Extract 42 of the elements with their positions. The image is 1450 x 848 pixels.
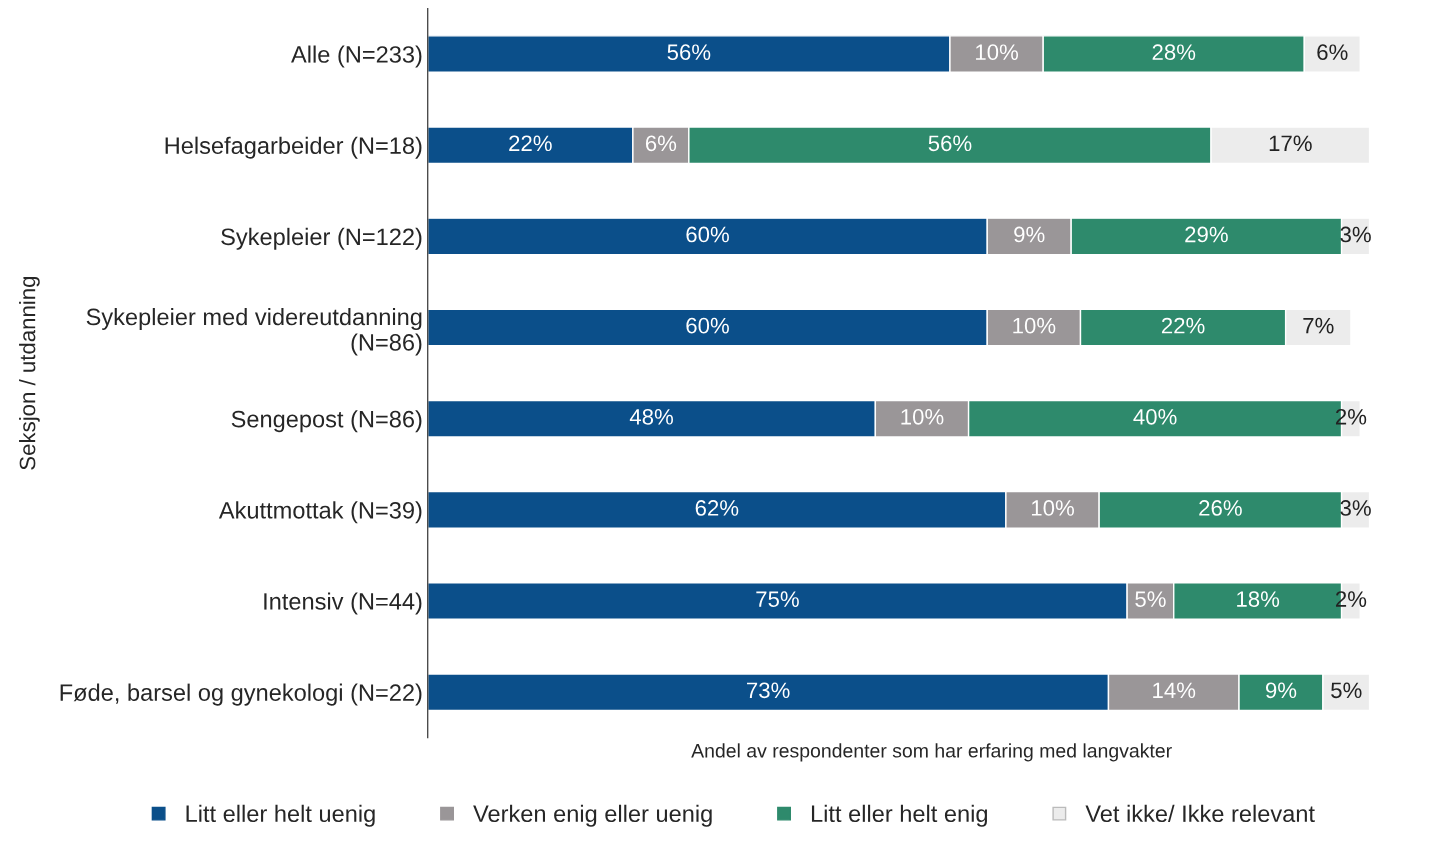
data-label: 18%	[1237, 591, 1280, 607]
y-tick-label: Sengepost (N=86)	[231, 410, 422, 433]
data-label: 9%	[1014, 226, 1045, 243]
y-tick-label: Helsefagarbeider (N=18)	[165, 136, 422, 159]
data-label: 28%	[1152, 44, 1196, 61]
y-tick-label: Alle (N=233)	[291, 45, 422, 68]
data-label: 10%	[976, 44, 1019, 61]
data-label: 5%	[1331, 682, 1362, 699]
data-label: 40%	[1133, 408, 1177, 425]
data-label: 73%	[747, 682, 790, 699]
y-tick-label: Sykepleier med videreutdanning (N=86)	[86, 307, 422, 356]
data-label: 10%	[1031, 500, 1074, 516]
legend-label: Vet ikke/ Ikke relevant	[1085, 804, 1315, 823]
data-label: 9%	[1265, 682, 1297, 699]
data-label: 60%	[686, 317, 729, 334]
data-label: 7%	[1303, 317, 1334, 334]
data-label: 22%	[509, 135, 552, 152]
data-label: 62%	[695, 500, 739, 516]
y-tick-label: Føde, barsel og gynekologi (N=22)	[60, 683, 422, 706]
legend-label: Litt eller helt uenig	[186, 804, 375, 827]
data-label: 6%	[645, 135, 677, 152]
data-label: 17%	[1269, 135, 1312, 152]
y-tick-label: Intensiv (N=44)	[264, 592, 422, 615]
data-label: 60%	[686, 226, 729, 243]
data-label: 6%	[1317, 44, 1348, 61]
data-label: 14%	[1153, 682, 1196, 699]
data-label: 10%	[901, 408, 944, 425]
x-axis-title: Andel av respondenter som har erfaring med langvakter	[691, 743, 1172, 762]
data-label: 22%	[1161, 317, 1205, 334]
legend-label: Litt eller helt enig	[811, 804, 988, 827]
legend-label: Verken enig eller uenig	[473, 804, 712, 827]
data-label: 56%	[667, 44, 711, 61]
data-label: 48%	[629, 408, 673, 425]
data-label: 5%	[1135, 591, 1166, 607]
data-label: 10%	[1013, 317, 1056, 334]
data-label: 26%	[1199, 500, 1242, 516]
data-label: 56%	[928, 135, 972, 152]
data-label: 75%	[756, 591, 799, 607]
y-tick-label: Akuttmottak (N=39)	[218, 501, 422, 524]
data-label: 29%	[1185, 226, 1228, 243]
y-tick-label: Sykepleier (N=122)	[221, 227, 422, 250]
y-axis-title: Seksjon / utdanning	[19, 276, 40, 470]
